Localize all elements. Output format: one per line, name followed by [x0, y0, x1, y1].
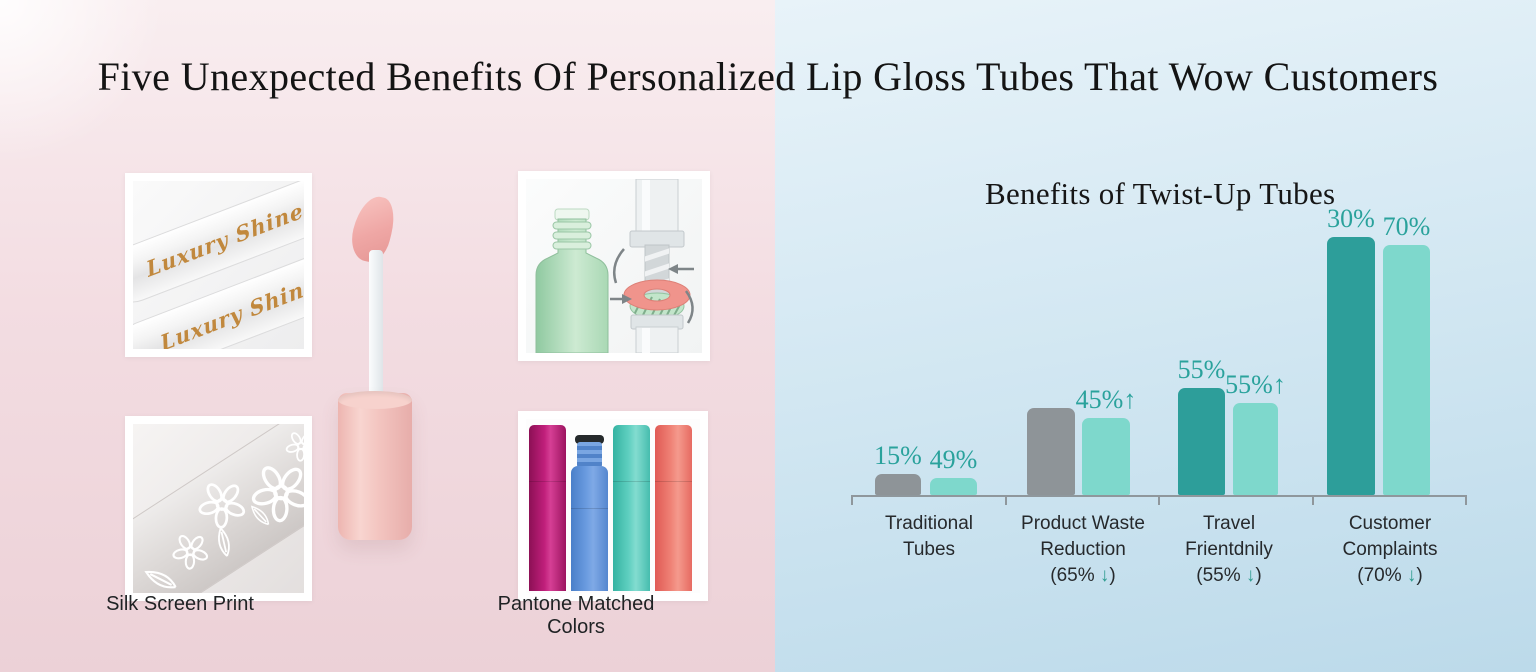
tube-blue-cap [575, 435, 604, 444]
frosted-tube [133, 424, 304, 593]
chart-title: Benefits of Twist-Up Tubes [985, 175, 1336, 211]
twist-core [623, 179, 691, 353]
twist-diagram-area [526, 179, 702, 353]
rotation-arrows-icon [610, 248, 694, 324]
photo-pantone-tubes [518, 411, 708, 601]
gloss-tube-base [338, 391, 412, 540]
tube-teal [613, 425, 650, 591]
pantone-photo-area [526, 419, 700, 593]
photo-luxury-shine-tubes: Luxury Shine Luxury Shine [125, 173, 312, 357]
green-bottle [535, 208, 609, 353]
tube-coral [655, 425, 692, 591]
page-title: Five Unexpected Benefits Of Personalized… [97, 53, 1439, 99]
floral-pattern-icon [142, 424, 304, 593]
silk-screen-caption: Silk Screen Print [106, 593, 254, 615]
applicator-wand [369, 250, 383, 402]
pantone-caption: Pantone Matched Colors [497, 593, 655, 638]
tube-blue [571, 435, 608, 591]
luxury-shine-photo-area: Luxury Shine Luxury Shine [133, 181, 304, 349]
tube-blue-body [571, 466, 608, 591]
diagram-twist-mechanism [518, 171, 710, 361]
photo-silk-screen-tube [125, 416, 312, 601]
tube-blue-threads [577, 442, 602, 468]
background-right-blue [775, 0, 1536, 672]
silk-screen-photo-area [133, 424, 304, 593]
tube-magenta [529, 425, 566, 591]
twist-mechanism-icon [535, 179, 694, 353]
